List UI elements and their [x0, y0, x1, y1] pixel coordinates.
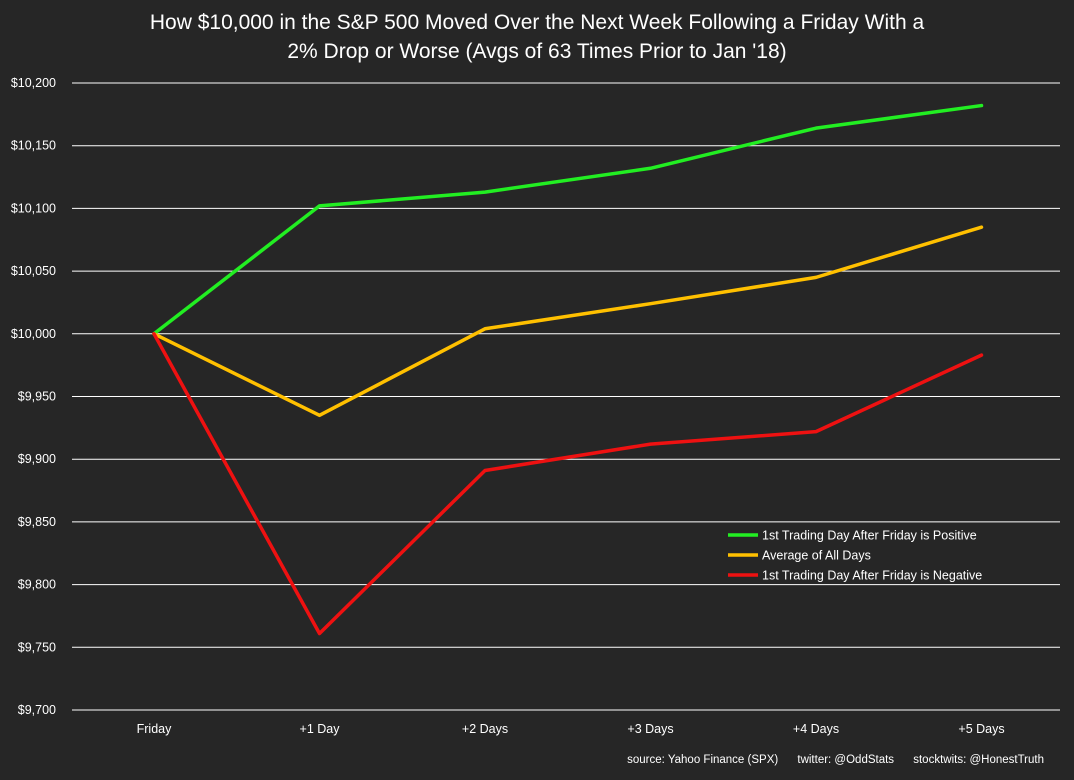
y-tick-label: $9,900 [18, 452, 56, 466]
twitter-handle: twitter: @OddStats [797, 754, 895, 766]
chart-title: How $10,000 in the S&P 500 Moved Over th… [0, 8, 1074, 66]
x-tick-label: +3 Days [627, 722, 673, 736]
gridlines [72, 82, 1060, 711]
x-tick-label: +4 Days [793, 722, 839, 736]
y-tick-label: $10,000 [11, 327, 56, 341]
y-tick-label: $9,750 [18, 640, 56, 654]
y-tick-label: $10,150 [11, 139, 56, 153]
series-lines [152, 103, 984, 636]
source-footer: source: Yahoo Finance (SPX) twitter: @Od… [627, 754, 1044, 766]
y-tick-label: $9,700 [18, 703, 56, 717]
y-tick-label: $10,100 [11, 201, 56, 215]
x-tick-label: +2 Days [462, 722, 508, 736]
series-line-1 [152, 103, 984, 336]
x-tick-label: Friday [137, 722, 172, 736]
stocktwits-handle: stocktwits: @HonestTruth [913, 754, 1044, 766]
x-tick-label: +5 Days [958, 722, 1004, 736]
series-line-3 [152, 332, 984, 636]
y-tick-label: $9,850 [18, 515, 56, 529]
legend-label: Average of All Days [762, 549, 871, 563]
chart-title-line-1: How $10,000 in the S&P 500 Moved Over th… [149, 11, 925, 34]
x-tick-label: +1 Day [300, 722, 341, 736]
y-tick-label: $9,950 [18, 390, 56, 404]
y-axis-tick-labels: $9,700 $9,750 $9,800 $9,850 $9,900 $9,950 $10,… [11, 76, 56, 717]
x-axis-tick-labels: Friday +1 Day +2 Days +3 Days +4 Days +5 Days [137, 722, 1005, 736]
y-tick-label: $10,050 [11, 264, 56, 278]
legend-label: 1st Trading Day After Friday is Positive [762, 529, 977, 543]
source-text: source: Yahoo Finance (SPX) [627, 754, 779, 766]
chart-title-line-2: 2% Drop or Worse (Avgs of 63 Times Prior… [287, 40, 787, 63]
legend-label: 1st Trading Day After Friday is Negative [762, 569, 982, 583]
legend: 1st Trading Day After Friday is Positive… [728, 529, 982, 583]
series-line-2 [152, 225, 984, 418]
y-tick-label: $9,800 [18, 578, 56, 592]
y-tick-label: $10,200 [11, 76, 56, 90]
